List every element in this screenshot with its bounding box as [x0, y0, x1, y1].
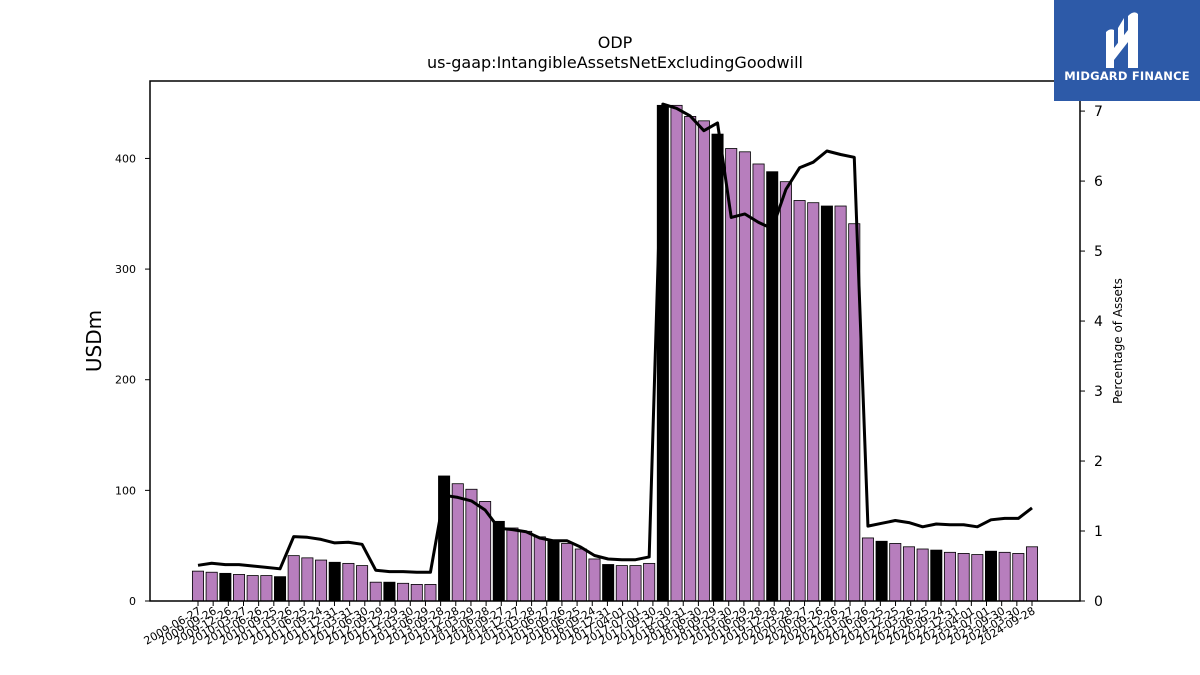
bar [930, 549, 943, 602]
y2-tick-label: 3 [1094, 384, 1103, 400]
bar [260, 575, 273, 602]
bar [547, 540, 560, 602]
bar [506, 527, 519, 602]
bar [957, 553, 970, 602]
bar [738, 151, 751, 602]
bar [998, 551, 1011, 602]
bar [342, 562, 355, 602]
bar [656, 104, 669, 602]
bar [561, 543, 574, 602]
bar [397, 582, 410, 602]
plot-frame [149, 80, 1081, 602]
series-line-percentage [197, 102, 1033, 574]
y2-tick-label: 5 [1094, 244, 1103, 260]
chart-subtitle: us-gaap:IntangibleAssetsNetExcludingGood… [427, 53, 803, 72]
y-ticks: 0 100 200 300 400 [115, 152, 150, 608]
bar [465, 488, 478, 602]
bar [451, 483, 464, 602]
chart-title: ODP [598, 33, 633, 52]
bar [766, 171, 779, 602]
bar [629, 565, 642, 602]
bar [274, 576, 287, 602]
bar [574, 548, 587, 602]
bar [219, 572, 232, 602]
bar [984, 550, 997, 602]
bar [861, 537, 874, 602]
bar [492, 520, 505, 602]
y2-tick-label: 7 [1094, 104, 1103, 120]
midgard-finance-logo: MIDGARD FINANCE [1054, 0, 1200, 101]
bar [520, 530, 533, 602]
bar [684, 116, 697, 602]
y2-tick-label: 6 [1094, 174, 1103, 190]
bar [902, 546, 915, 602]
x-ticks: 2009-06-272009-09-262009-12-262010-03-27… [142, 601, 1038, 648]
bar [588, 558, 601, 602]
bar [752, 163, 765, 602]
bar [533, 536, 546, 602]
bar [301, 557, 314, 602]
y-tick-label: 300 [115, 263, 136, 276]
y-tick-label: 200 [115, 374, 136, 387]
bar [697, 120, 710, 602]
bar [971, 554, 984, 602]
bar [602, 564, 615, 602]
bar [424, 584, 437, 602]
bar [328, 561, 341, 602]
logo-mark-icon [1106, 12, 1138, 68]
bar [670, 104, 683, 602]
bar [779, 181, 792, 602]
bar [615, 565, 628, 602]
bar [916, 548, 929, 602]
y2-tick-label: 0 [1094, 594, 1103, 610]
y-tick-label: 0 [129, 595, 136, 608]
y-tick-label: 400 [115, 152, 136, 165]
bar [205, 571, 218, 602]
bar [643, 562, 656, 602]
bar [287, 555, 300, 602]
y2-axis-label: Percentage of Assets [1111, 278, 1125, 404]
bar [383, 581, 396, 602]
y2-tick-label: 1 [1094, 524, 1103, 540]
y2-ticks: 0 1 2 3 4 5 6 7 [1080, 104, 1103, 610]
y-axis-label: USDm [82, 310, 106, 372]
bar [711, 133, 724, 602]
bar [793, 200, 806, 602]
y2-tick-label: 4 [1094, 314, 1103, 330]
bar [191, 570, 204, 602]
bars [191, 104, 1039, 602]
bar [834, 205, 847, 602]
bar [889, 543, 902, 602]
logo-text: MIDGARD FINANCE [1064, 69, 1190, 83]
bar [1025, 546, 1039, 602]
bar [315, 559, 328, 602]
y-tick-label: 100 [115, 484, 136, 497]
bar [410, 584, 423, 602]
bar [246, 575, 259, 602]
bar [943, 551, 956, 602]
bar [369, 581, 382, 602]
bar [356, 565, 369, 602]
bar [233, 574, 246, 602]
bar [1012, 553, 1025, 602]
bar [820, 205, 833, 602]
bar [875, 540, 888, 602]
bar [807, 202, 820, 602]
y2-tick-label: 2 [1094, 454, 1103, 470]
